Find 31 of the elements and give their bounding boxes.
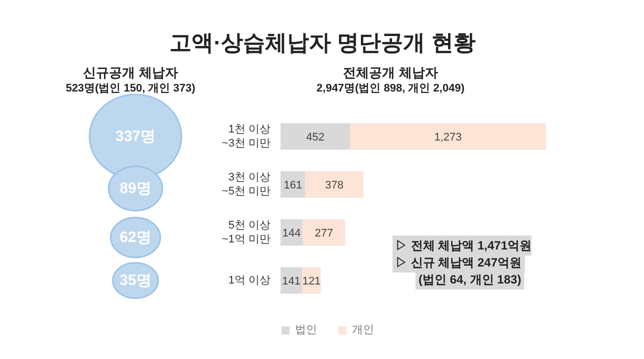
data-label: 161 (284, 180, 302, 192)
bar (305, 171, 364, 198)
y-tick-label: 3천 이상 ~5천 미만 (222, 171, 271, 198)
data-label: 337명 (115, 128, 156, 145)
bar (280, 123, 350, 150)
data-label: 89명 (120, 180, 152, 197)
text: 고액·상습체납자 명단공개 현황 (170, 30, 476, 55)
data-label: 378 (325, 180, 344, 192)
data-label: 141 (282, 276, 301, 288)
annotation: (법인 64, 개인 183) (418, 272, 522, 286)
annotation: ▷ 전체 체납액 1,471억원 (396, 238, 532, 252)
data-label: 1,273 (434, 132, 462, 144)
data-label: 144 (282, 228, 301, 240)
y-tick-label: 1억 이상 (228, 274, 271, 286)
text: 신규공개 체납자 (83, 65, 178, 80)
data-label: 62명 (120, 229, 152, 246)
y-tick-label: 5천 이상 ~1억 미만 (222, 219, 271, 246)
data-label: 452 (306, 132, 324, 144)
bar (350, 123, 546, 150)
legend-label: 개인 (352, 323, 374, 337)
bar (302, 219, 346, 246)
annotation: ▷ 신규 체납액 247억원 (396, 256, 522, 270)
data-label: 277 (314, 228, 334, 240)
chart-title: 전체공개 체납자 (343, 65, 438, 80)
data-label: 121 (302, 276, 321, 288)
data-label: 35명 (120, 272, 152, 289)
bar (280, 171, 306, 198)
text: 523명(법인 150, 개인 373) (66, 82, 196, 94)
y-tick-label: 1천 이상 ~3천 미만 (222, 123, 271, 150)
legend-label: 법인 (295, 323, 317, 337)
chart-subtitle: 2,947명(법인 898, 개인 2,049) (316, 82, 465, 94)
